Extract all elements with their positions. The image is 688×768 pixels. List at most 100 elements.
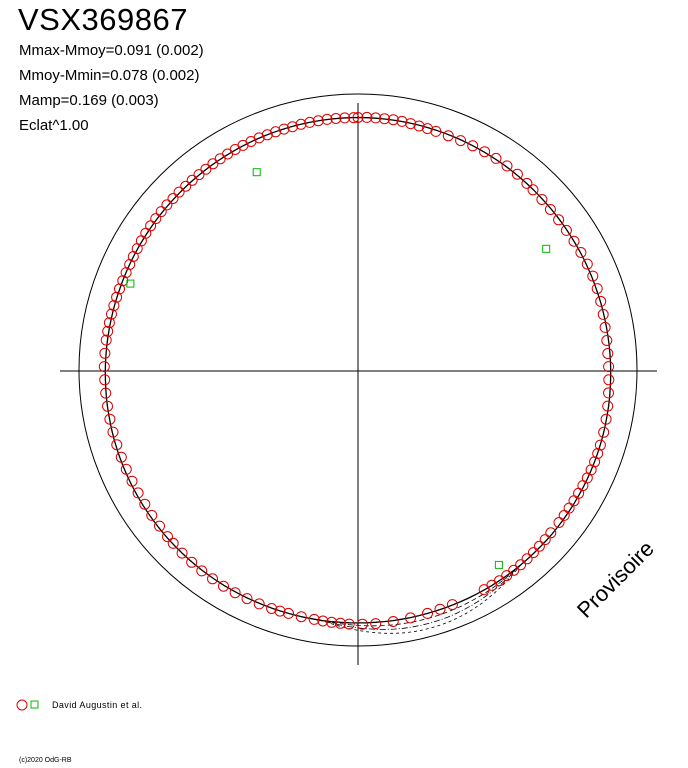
data-point bbox=[539, 534, 551, 546]
data-point bbox=[111, 291, 123, 303]
data-point bbox=[321, 113, 333, 125]
data-point bbox=[132, 487, 144, 499]
data-point bbox=[253, 132, 265, 144]
data-point bbox=[553, 214, 565, 226]
data-point bbox=[422, 607, 433, 619]
data-point bbox=[278, 123, 290, 135]
data-point bbox=[99, 347, 111, 359]
stat-moy-min: Mmoy-Mmin=0.078 (0.002) bbox=[19, 67, 200, 84]
data-point bbox=[140, 227, 152, 239]
data-point bbox=[467, 140, 479, 152]
data-point bbox=[602, 348, 614, 359]
reference-point bbox=[252, 168, 261, 177]
data-point bbox=[511, 168, 523, 180]
data-point bbox=[558, 509, 570, 521]
data-point bbox=[508, 564, 520, 576]
data-point bbox=[186, 174, 198, 186]
data-point bbox=[430, 125, 442, 137]
legend: David Augustin et al. bbox=[16, 698, 142, 712]
data-point bbox=[317, 615, 329, 627]
data-point bbox=[599, 321, 611, 333]
legend-markers bbox=[16, 699, 39, 711]
data-point bbox=[104, 413, 116, 425]
data-point bbox=[145, 220, 157, 232]
data-point bbox=[521, 553, 533, 565]
data-point bbox=[356, 618, 368, 630]
data-point bbox=[274, 605, 286, 617]
data-point bbox=[442, 130, 454, 142]
data-point bbox=[352, 112, 364, 123]
data-point bbox=[98, 361, 110, 373]
plot-marks bbox=[98, 111, 615, 630]
data-point bbox=[326, 616, 338, 628]
data-point bbox=[312, 115, 324, 127]
data-point bbox=[603, 387, 614, 399]
data-point bbox=[455, 135, 467, 147]
data-point bbox=[229, 587, 241, 599]
alternate-curve-1 bbox=[288, 564, 521, 627]
data-point bbox=[180, 180, 192, 192]
data-point bbox=[304, 116, 316, 128]
data-point bbox=[241, 593, 253, 605]
data-point bbox=[207, 158, 219, 170]
data-point bbox=[135, 235, 147, 247]
data-point bbox=[266, 603, 278, 614]
data-point bbox=[200, 163, 212, 175]
data-point bbox=[598, 426, 610, 438]
stat-amplitude: Mamp=0.169 (0.003) bbox=[19, 92, 159, 109]
data-point bbox=[446, 599, 458, 611]
data-point bbox=[533, 540, 545, 552]
data-point bbox=[591, 283, 603, 295]
data-point bbox=[120, 463, 132, 475]
data-point bbox=[490, 152, 502, 164]
data-point bbox=[575, 247, 587, 258]
data-point bbox=[150, 213, 162, 225]
data-point bbox=[100, 387, 112, 399]
data-point bbox=[107, 426, 119, 438]
data-point bbox=[108, 300, 120, 312]
data-point bbox=[405, 612, 416, 624]
data-point bbox=[597, 308, 609, 320]
data-point bbox=[330, 113, 342, 124]
legend-circle-marker bbox=[16, 699, 28, 711]
data-point bbox=[544, 204, 556, 215]
data-point bbox=[370, 618, 382, 630]
data-point bbox=[162, 531, 173, 543]
data-point bbox=[106, 308, 117, 320]
data-point bbox=[501, 160, 513, 172]
reference-point bbox=[494, 560, 503, 569]
data-point bbox=[173, 186, 185, 198]
data-point bbox=[253, 598, 265, 610]
alternate-curve-2 bbox=[288, 564, 521, 630]
data-point bbox=[167, 193, 179, 204]
data-point bbox=[186, 556, 198, 568]
data-point bbox=[600, 413, 612, 425]
data-point bbox=[196, 565, 208, 577]
data-point bbox=[396, 115, 408, 127]
data-point bbox=[479, 146, 491, 158]
data-point bbox=[193, 169, 205, 181]
data-point bbox=[283, 607, 294, 619]
data-point bbox=[146, 509, 158, 521]
data-point bbox=[602, 400, 614, 412]
stat-eclat: Eclat^1.00 bbox=[19, 117, 89, 134]
data-point bbox=[603, 361, 615, 373]
plot-frame bbox=[60, 93, 657, 665]
data-point bbox=[387, 616, 399, 627]
data-point bbox=[536, 194, 548, 205]
copyright-note: (c)2020 OdG-RB bbox=[19, 757, 72, 764]
data-point bbox=[601, 335, 613, 346]
reference-point bbox=[126, 279, 135, 288]
data-point bbox=[379, 113, 390, 125]
legend-observer-label: David Augustin et al. bbox=[52, 700, 143, 710]
data-point bbox=[422, 123, 433, 135]
data-point bbox=[100, 334, 112, 346]
data-point bbox=[111, 439, 123, 451]
data-point bbox=[155, 206, 167, 218]
data-point bbox=[261, 129, 273, 141]
outer-reference-circle bbox=[78, 93, 638, 647]
data-point bbox=[154, 520, 165, 532]
data-point bbox=[115, 451, 127, 463]
alternate-curve-3 bbox=[288, 564, 522, 634]
